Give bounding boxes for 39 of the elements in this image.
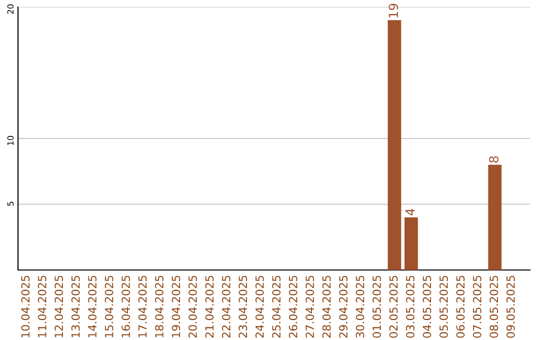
x-tick-label: 13.04.2025: [71, 276, 80, 338]
x-tick-label: 29.04.2025: [339, 276, 348, 338]
x-tick-label: 20.04.2025: [188, 276, 197, 338]
bar: [404, 217, 418, 270]
x-tick-label: 11.04.2025: [38, 276, 46, 338]
x-tick-label: 23.04.2025: [238, 276, 248, 338]
x-tick-label: 06.05.2025: [456, 276, 465, 338]
x-tick-label: 07.05.2025: [472, 276, 482, 338]
x-tick-label: 04.05.2025: [422, 276, 432, 338]
x-tick-label: 02.05.2025: [389, 276, 398, 338]
x-tick-label: 17.04.2025: [138, 276, 147, 338]
x-tick-label: 09.05.2025: [506, 276, 515, 338]
x-tick-label: 19.04.2025: [172, 276, 180, 338]
data-label: 4: [406, 208, 415, 216]
x-tick-label: 05.05.2025: [439, 276, 448, 338]
x-tick-label: 03.05.2025: [406, 276, 414, 338]
x-tick-label: 12.04.2025: [54, 276, 64, 338]
x-tick-label: 22.04.2025: [222, 276, 230, 338]
x-tick-label: 21.04.2025: [205, 276, 214, 338]
x-tick-label: 27.04.2025: [306, 276, 314, 338]
y-tick-label: 10: [7, 136, 14, 146]
x-tick-label: 28.04.2025: [322, 276, 331, 338]
x-tick-label: 10.04.2025: [21, 276, 30, 338]
bar: [388, 20, 402, 270]
x-tick-label: 18.04.2025: [155, 276, 164, 338]
bar: [488, 164, 502, 270]
x-tick-label: 24.04.2025: [255, 276, 264, 338]
x-tick-label: 30.04.2025: [356, 276, 364, 338]
x-tick-label: 25.04.2025: [272, 276, 281, 338]
x-tick-label: 26.04.2025: [288, 276, 298, 338]
x-tick-label: 16.04.2025: [122, 276, 130, 338]
x-tick-label: 01.05.2025: [372, 276, 381, 338]
x-tick-label: 15.04.2025: [104, 276, 114, 338]
x-tick-label: 08.05.2025: [490, 276, 498, 338]
data-label: 8: [489, 156, 498, 163]
x-tick-label: 14.04.2025: [88, 276, 97, 338]
y-tick-label: 5: [7, 202, 14, 206]
data-label: 19: [388, 4, 398, 18]
y-tick-label: 20: [7, 4, 14, 14]
